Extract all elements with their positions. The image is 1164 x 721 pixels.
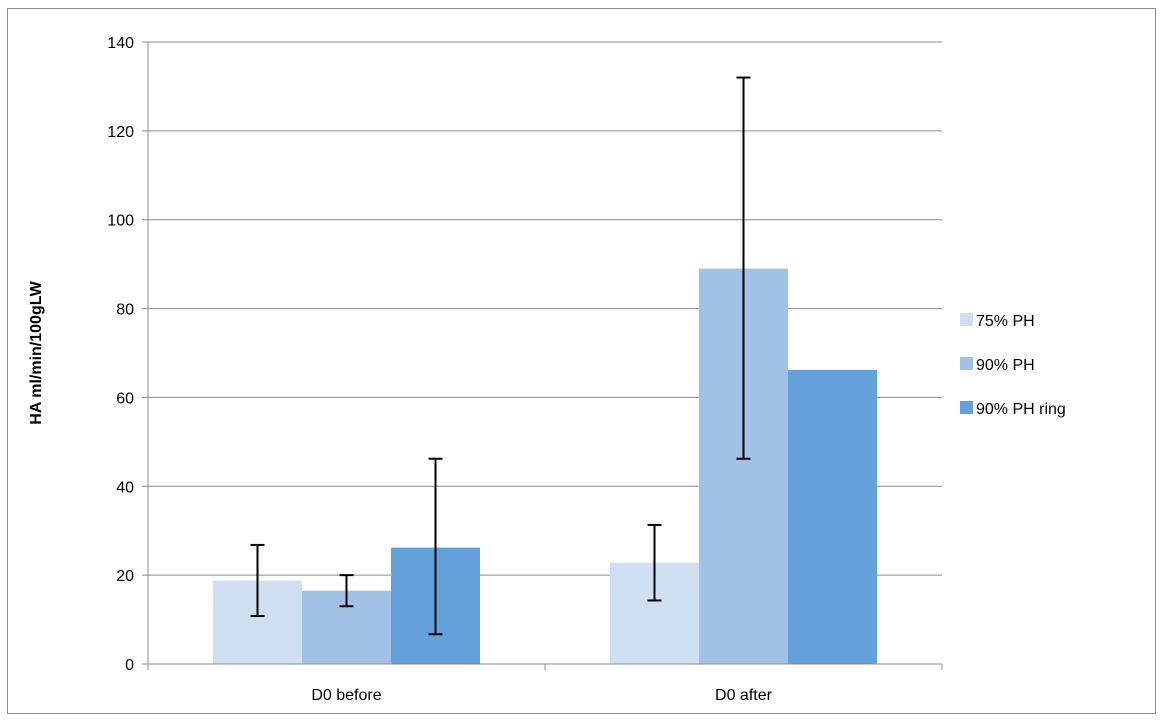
bars (213, 268, 877, 664)
legend-swatch-1 (960, 357, 973, 370)
x-tick-labels: D0 before D0 after (311, 687, 772, 704)
legend-label-2: 90% PH ring (976, 401, 1066, 418)
x-tick-label: D0 after (715, 687, 773, 704)
y-tick-label: 20 (116, 568, 134, 585)
legend-label-1: 90% PH (976, 357, 1035, 374)
legend: 75% PH 90% PH 90% PH ring (960, 313, 1066, 418)
legend-label-0: 75% PH (976, 313, 1035, 330)
y-tick-label: 80 (116, 302, 134, 319)
y-tick-label: 100 (107, 213, 134, 230)
legend-swatch-2 (960, 401, 973, 414)
error-bars (250, 76, 751, 636)
x-tick-label: D0 before (311, 687, 381, 704)
y-tick-label: 140 (107, 35, 134, 52)
axes (147, 42, 942, 665)
y-tick-labels: 0 20 40 60 80 100 120 140 (107, 35, 134, 674)
legend-swatch-0 (960, 313, 973, 326)
y-tick-label: 60 (116, 390, 134, 407)
y-tick-label: 0 (125, 657, 134, 674)
y-tick-label: 40 (116, 479, 134, 496)
y-axis-title: HA ml/min/100gLW (28, 280, 45, 424)
bar-1-2 (788, 369, 877, 664)
y-tick-label: 120 (107, 124, 134, 141)
